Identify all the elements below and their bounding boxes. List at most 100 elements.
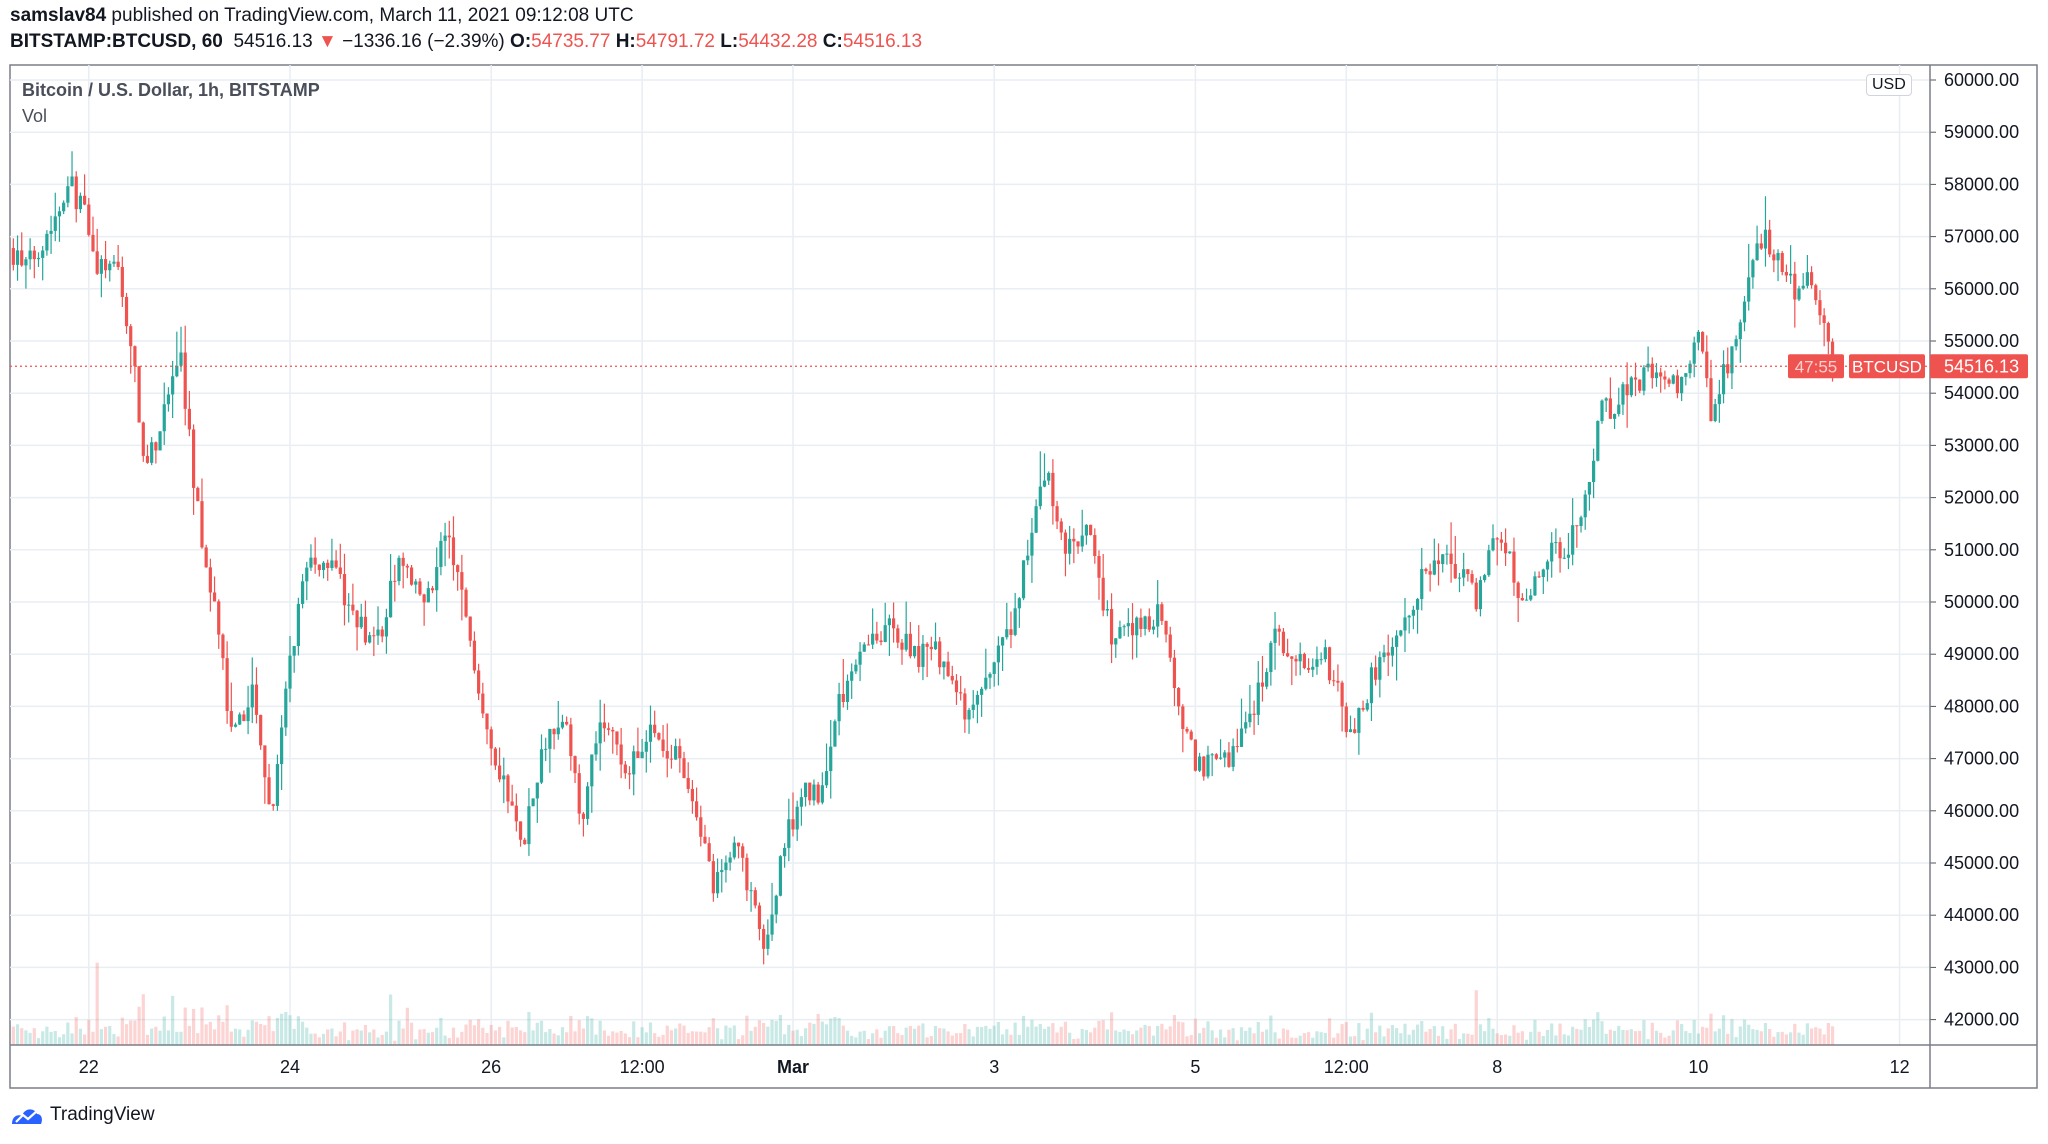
candle: [1638, 379, 1642, 393]
currency-button[interactable]: USD: [1866, 74, 1912, 96]
candle: [858, 642, 862, 682]
candle-body: [1529, 595, 1533, 600]
candle-body: [481, 693, 485, 714]
volume-bar: [1554, 1035, 1558, 1045]
candle-body: [1038, 486, 1042, 507]
volume-bar: [1763, 1022, 1768, 1045]
candle-body: [749, 890, 753, 892]
candle-body: [330, 560, 334, 568]
volume-bar: [1524, 1039, 1529, 1045]
candle-body: [1265, 672, 1269, 687]
candle-body: [1109, 609, 1114, 645]
volume-bar: [246, 1029, 250, 1045]
volume-bar: [720, 1039, 724, 1045]
candle-body: [439, 540, 443, 568]
candle-body: [975, 694, 980, 705]
volume-bar: [1520, 1031, 1524, 1045]
volume-bar: [372, 1029, 376, 1045]
candle: [1005, 602, 1009, 640]
candle: [1495, 537, 1499, 566]
y-tick-label: 42000.00: [1944, 1010, 2019, 1030]
volume-bar: [556, 1035, 560, 1045]
author-name[interactable]: samslav84: [10, 5, 107, 26]
candle: [850, 663, 854, 699]
candle: [225, 641, 229, 724]
candle: [1436, 543, 1441, 586]
volume-bar: [1822, 1034, 1826, 1045]
tradingview-logo[interactable]: TradingView: [10, 1104, 155, 1126]
candle-body: [49, 230, 53, 234]
volume-bar: [183, 1007, 187, 1045]
candle: [1214, 753, 1218, 761]
candle-body: [11, 248, 15, 265]
volume-bar: [1529, 1031, 1533, 1045]
candle-body: [456, 565, 460, 573]
volume-bar: [871, 1033, 875, 1045]
volume-bar: [150, 1028, 154, 1045]
volume-bar: [171, 995, 175, 1045]
candle-body: [133, 346, 137, 367]
volume-bar: [334, 1036, 338, 1045]
volume-bar: [221, 1021, 225, 1045]
candle-body: [699, 817, 703, 837]
volume-bar: [1747, 1024, 1751, 1045]
volume-bar: [552, 1033, 556, 1045]
volume-bar: [250, 1020, 254, 1045]
candle: [560, 714, 565, 730]
candle: [556, 700, 560, 740]
candle: [535, 782, 539, 823]
candle: [1550, 532, 1554, 578]
candle: [1294, 655, 1298, 676]
volume-bar: [1537, 1031, 1541, 1045]
candle: [1801, 273, 1805, 290]
candle-body: [468, 616, 472, 641]
candle: [996, 636, 1000, 686]
candle: [1260, 655, 1265, 702]
volume-bar: [1151, 1035, 1156, 1045]
candle: [175, 331, 179, 378]
candle-body: [20, 250, 24, 266]
candle-body: [1000, 637, 1005, 646]
candle-body: [984, 677, 988, 689]
candle-body: [426, 588, 430, 603]
candle-body: [866, 644, 871, 646]
candle-body: [581, 813, 586, 819]
candle: [1172, 649, 1177, 707]
candle: [1759, 233, 1763, 250]
candle: [1478, 576, 1483, 617]
candle-body: [1248, 713, 1252, 723]
candle: [1306, 658, 1311, 673]
candle: [854, 659, 858, 674]
volume-bar: [162, 1016, 166, 1045]
volume-bar: [380, 1035, 384, 1045]
candle: [799, 788, 803, 826]
candle-body: [674, 746, 678, 760]
candle-body: [313, 557, 317, 565]
candle: [1252, 700, 1256, 735]
volume-bar: [1269, 1015, 1273, 1045]
candle-body: [615, 731, 619, 745]
volume-bar: [1470, 1034, 1474, 1045]
candle: [665, 723, 669, 778]
candle-body: [1830, 341, 1835, 367]
volume-bar: [753, 1026, 757, 1045]
candle-body: [535, 782, 539, 799]
candle: [707, 837, 711, 862]
candle: [606, 722, 611, 736]
candle: [1080, 509, 1084, 552]
candle: [929, 636, 933, 661]
candle: [1499, 531, 1503, 551]
candle-body: [1747, 277, 1751, 302]
candle: [824, 743, 829, 788]
candle-body: [996, 645, 1000, 663]
candle: [204, 544, 208, 568]
volume-bar: [280, 1013, 284, 1045]
candle: [1600, 399, 1604, 424]
volume-bar: [1650, 1022, 1654, 1045]
candle: [1592, 448, 1596, 499]
candle: [715, 858, 720, 898]
volume-bar: [418, 1029, 422, 1045]
candle-body: [711, 861, 715, 894]
candle-body: [1457, 577, 1462, 579]
